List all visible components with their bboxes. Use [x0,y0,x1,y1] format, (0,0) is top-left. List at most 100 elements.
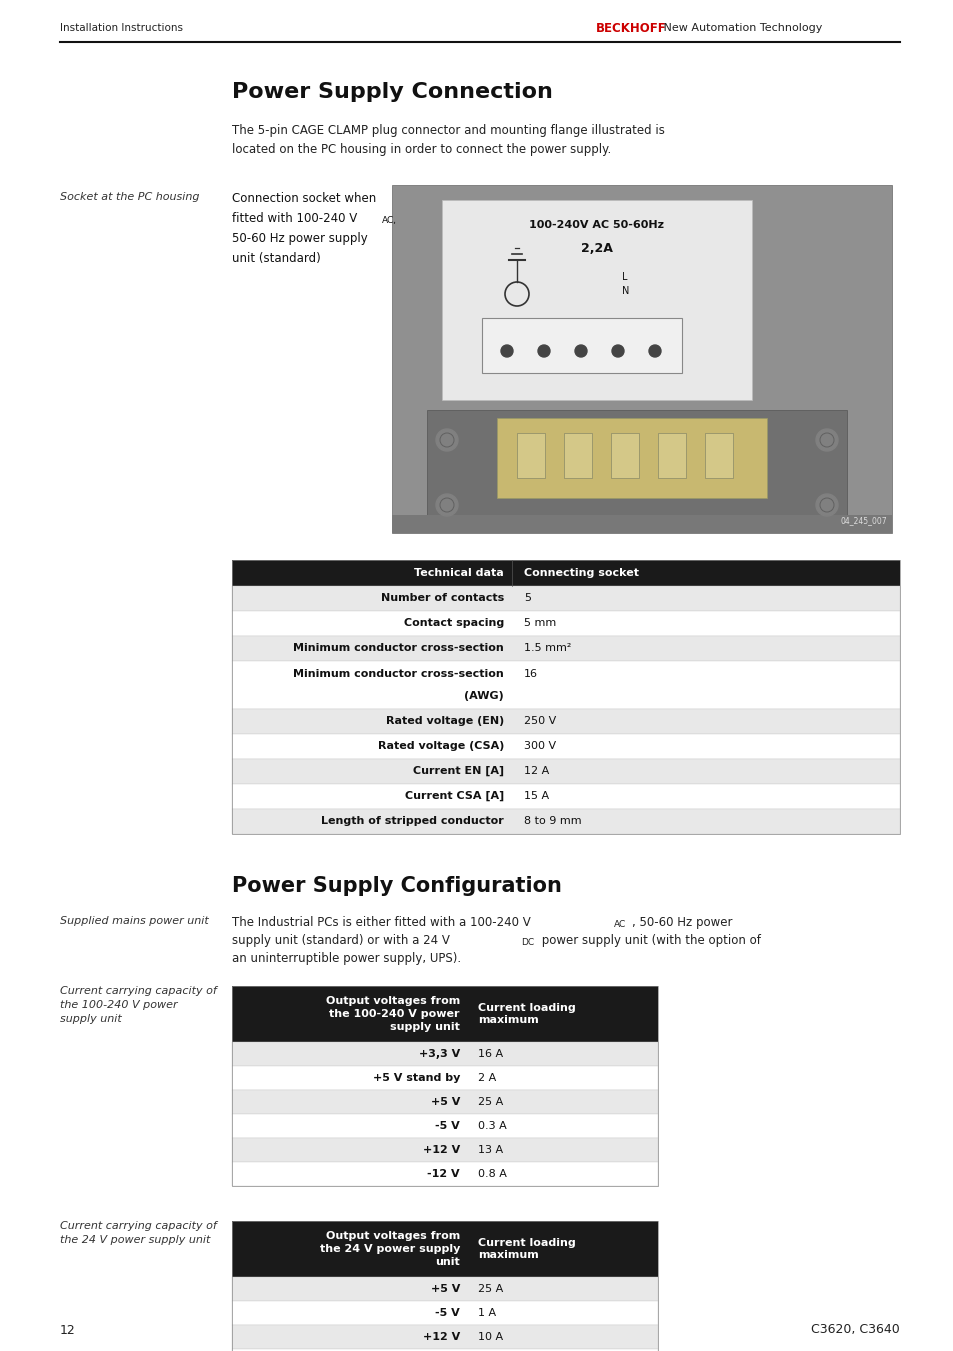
Text: AC: AC [614,920,625,929]
Text: Supplied mains power unit: Supplied mains power unit [60,916,209,925]
Bar [392,515,891,534]
Text: Installation Instructions: Installation Instructions [60,23,183,32]
Text: 13 A: 13 A [477,1146,502,1155]
Bar [232,809,899,834]
Bar [441,200,751,400]
Bar [232,1221,658,1351]
Text: 8 to 9 mm: 8 to 9 mm [523,816,581,825]
Text: Number of contacts: Number of contacts [380,593,503,603]
Text: 5: 5 [523,593,531,603]
Bar [232,636,899,661]
Text: Power Supply Connection: Power Supply Connection [232,82,553,101]
Text: power supply unit (with the option of: power supply unit (with the option of [537,934,760,947]
Text: 5 mm: 5 mm [523,617,556,628]
Circle shape [500,345,513,357]
Text: +3,3 V: +3,3 V [418,1048,459,1059]
Bar [658,434,685,478]
Text: 50-60 Hz power supply: 50-60 Hz power supply [232,232,367,245]
Bar [232,734,899,759]
Text: fitted with 100-240 V: fitted with 100-240 V [232,212,356,226]
Bar [232,611,899,636]
Circle shape [815,494,837,516]
Text: +5 V: +5 V [430,1283,459,1294]
Bar [232,709,899,734]
Circle shape [436,430,457,451]
Text: +12 V: +12 V [422,1332,459,1342]
Text: 2 A: 2 A [477,1073,496,1084]
Circle shape [575,345,586,357]
Text: Length of stripped conductor: Length of stripped conductor [321,816,503,825]
Text: 16: 16 [523,670,537,680]
Bar [232,1162,658,1186]
Text: Power Supply Configuration: Power Supply Configuration [232,875,561,896]
Text: Current carrying capacity of
the 100-240 V power
supply unit: Current carrying capacity of the 100-240… [60,986,216,1024]
Text: 300 V: 300 V [523,740,556,751]
Bar [610,434,639,478]
Bar [232,1277,658,1301]
Text: N: N [621,286,629,296]
Bar [232,986,658,1186]
Text: The 5-pin CAGE CLAMP plug connector and mounting flange illustrated is
located o: The 5-pin CAGE CLAMP plug connector and … [232,124,664,155]
Text: -5 V: -5 V [435,1308,459,1319]
Bar [517,434,544,478]
Text: an uninterruptible power supply, UPS).: an uninterruptible power supply, UPS). [232,952,460,965]
Text: L: L [621,272,627,282]
Text: +12 V: +12 V [422,1146,459,1155]
Bar [232,986,658,1042]
Bar [232,586,899,611]
Circle shape [648,345,660,357]
Bar [563,434,592,478]
Circle shape [612,345,623,357]
Text: BECKHOFF: BECKHOFF [596,22,666,35]
Text: +5 V: +5 V [430,1097,459,1106]
Bar [232,561,899,586]
Text: Current loading
maximum: Current loading maximum [477,1002,576,1025]
Circle shape [815,430,837,451]
Bar [232,661,899,709]
Text: 0.8 A: 0.8 A [477,1169,506,1179]
Bar [704,434,732,478]
Text: 25 A: 25 A [477,1097,503,1106]
Text: Socket at the PC housing: Socket at the PC housing [60,192,199,203]
Bar [232,1115,658,1138]
Bar [232,1090,658,1115]
Bar [427,409,846,515]
Bar [232,784,899,809]
Text: Rated voltage (EN): Rated voltage (EN) [385,716,503,725]
Text: 1.5 mm²: 1.5 mm² [523,643,571,653]
Text: supply unit (standard) or with a 24 V: supply unit (standard) or with a 24 V [232,934,450,947]
Bar [232,1221,658,1277]
Text: , 50-60 Hz power: , 50-60 Hz power [631,916,732,929]
Text: 12: 12 [60,1324,75,1336]
Circle shape [436,494,457,516]
Text: 04_245_007: 04_245_007 [840,516,886,526]
Bar [497,417,766,499]
Text: Minimum conductor cross-section: Minimum conductor cross-section [293,670,503,680]
Text: Output voltages from
the 100-240 V power
supply unit: Output voltages from the 100-240 V power… [325,996,459,1032]
Text: AC,: AC, [381,216,396,226]
Text: 1 A: 1 A [477,1308,496,1319]
Text: Current loading
maximum: Current loading maximum [477,1238,576,1260]
Text: unit (standard): unit (standard) [232,253,320,265]
Text: 100-240V AC 50-60Hz: 100-240V AC 50-60Hz [529,220,664,230]
Text: (AWG): (AWG) [464,690,503,701]
Text: 250 V: 250 V [523,716,556,725]
Text: Output voltages from
the 24 V power supply
unit: Output voltages from the 24 V power supp… [319,1231,459,1267]
Text: Connecting socket: Connecting socket [523,567,639,578]
Text: 0.3 A: 0.3 A [477,1121,506,1131]
Text: New Automation Technology: New Automation Technology [659,23,821,32]
Text: Contact spacing: Contact spacing [403,617,503,628]
Text: C3620, C3640: C3620, C3640 [810,1324,899,1336]
Bar [232,1301,658,1325]
Bar [392,185,891,534]
Bar [232,1325,658,1350]
Bar [232,561,899,834]
Text: 12 A: 12 A [523,766,549,775]
Bar [232,759,899,784]
Text: 16 A: 16 A [477,1048,502,1059]
Text: Current CSA [A]: Current CSA [A] [404,790,503,801]
Bar [232,1138,658,1162]
Text: 2,2A: 2,2A [580,242,612,255]
Text: +5 V stand by: +5 V stand by [373,1073,459,1084]
Text: 25 A: 25 A [477,1283,503,1294]
